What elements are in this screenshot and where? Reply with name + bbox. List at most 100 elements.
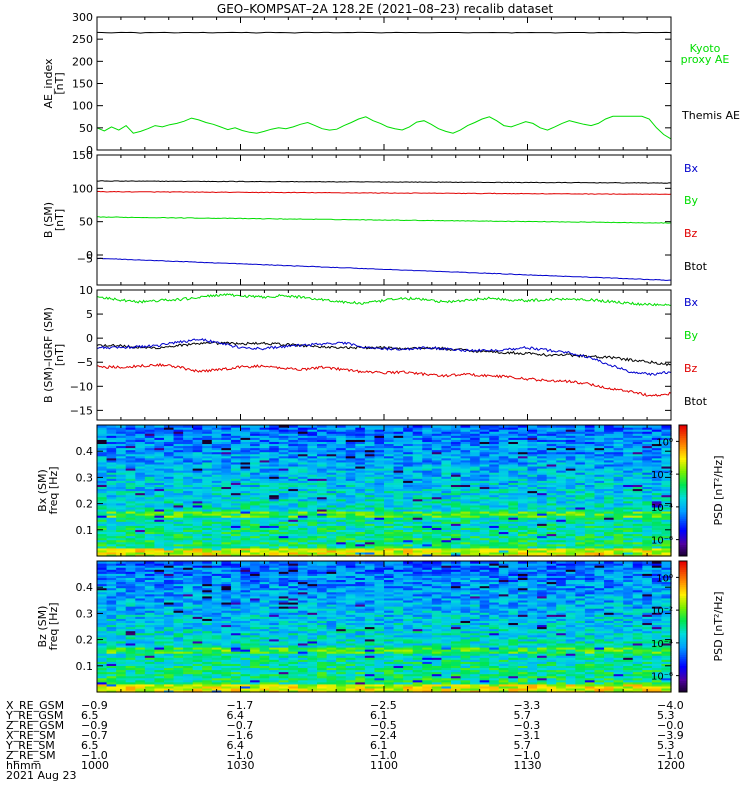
bx-spec-cell [632, 463, 643, 467]
bx-spec-cell [230, 455, 242, 459]
bx-spec-cell [336, 537, 347, 541]
bx-spec-cell [336, 443, 347, 447]
bz-spec-cell [345, 673, 356, 677]
bx-spec-cell [556, 529, 567, 533]
bz-spec-cell [556, 667, 567, 671]
bz-spec-cell [584, 671, 596, 675]
bx-spec-cell [651, 482, 663, 485]
bz-spec-cell [116, 663, 127, 666]
bx-spec-cell [355, 441, 366, 445]
bz-spec-cell [345, 683, 356, 687]
bx-spec-cell [661, 478, 672, 481]
bx-spec-cell [623, 504, 634, 508]
bx-spec-cell [307, 529, 318, 533]
bx-spec-cell [575, 510, 586, 514]
bx-spec-cell [556, 521, 567, 524]
bx-spec-cell [594, 433, 605, 436]
bx-spec-cell [403, 461, 414, 465]
bx-spec-colorbar-band [679, 514, 687, 518]
bx-spec-cell [584, 465, 596, 469]
bz-spec-cell [431, 681, 442, 685]
bx-spec-cell [642, 439, 653, 442]
bx-spec-cell [202, 431, 213, 434]
bx-spec-cell [163, 519, 175, 522]
bx-spec-cell [355, 513, 366, 516]
bx-spec-cell [135, 457, 146, 461]
bx-spec-cell [106, 553, 117, 557]
bx-spec-cell [135, 461, 146, 465]
bx-spec-cell [575, 543, 586, 547]
bz-spec-cell [183, 677, 194, 681]
bz-spec-cell [259, 675, 270, 679]
bx-spec-cell [269, 543, 280, 547]
bx-spec-colorbar-band [679, 453, 687, 457]
bx-spec-cell [403, 451, 414, 455]
bz-spec-cell [604, 667, 615, 671]
bx-spec-cell [135, 472, 146, 475]
bz-spec-cell [604, 673, 615, 677]
bx-spec-cell [259, 427, 270, 430]
bx-spec-cell [441, 474, 452, 477]
bz-spec-cell [556, 677, 567, 681]
bx-spec-cell [431, 431, 442, 434]
bx-spec-cell [374, 486, 385, 490]
bz-spec-cell [125, 675, 136, 679]
bx-spec-cell [355, 494, 366, 498]
bx-spec-cell [374, 472, 385, 475]
bx-spec-cell [470, 470, 481, 473]
bx-spec-cell [594, 482, 605, 485]
bx-spec-cell [403, 517, 414, 520]
bz-spec-cell [135, 689, 146, 693]
bz-spec-cell [527, 665, 538, 669]
bx-spec-cell [374, 492, 385, 496]
bx-spec-cell [450, 490, 462, 494]
bx-spec-cell [393, 545, 404, 549]
bx-spec-cell [202, 427, 213, 430]
bx-spec-cell [431, 527, 442, 530]
bx-spec-cell [556, 459, 567, 463]
bx-spec-cell [269, 513, 280, 516]
bx-spec-cell [125, 429, 136, 432]
bx-spec-cell [307, 463, 318, 467]
bx-spec-cell [317, 523, 328, 526]
bx-spec-cell [116, 459, 127, 463]
dbigrf-legend-btot: Btot [684, 395, 708, 408]
bz-spec-cell [125, 685, 136, 689]
bx-spec-cell [106, 470, 117, 473]
bx-spec-cell [403, 510, 414, 514]
bx-spec-cell [642, 480, 653, 483]
bx-spec-cell [269, 551, 280, 555]
bx-spec-cell [604, 441, 615, 445]
bx-spec-cell [269, 453, 280, 457]
bx-spec-cell [230, 488, 242, 492]
bz-spec-cell [355, 685, 366, 689]
bx-spec-cell [651, 541, 663, 545]
bx-spec-cell [183, 539, 194, 543]
bx-spec-cell [613, 533, 624, 537]
bz-spec-cell [202, 675, 213, 679]
bx-spec-cell [584, 502, 596, 506]
bx-spec-colorbar-band [679, 499, 687, 502]
bz-spec-cell [489, 685, 500, 689]
bx-spec-cell [211, 498, 222, 502]
b-ytick-label: 0 [86, 249, 93, 262]
bx-spec-cell [537, 490, 548, 494]
bx-spec-cell [307, 461, 318, 465]
bx-spec-cell [211, 447, 222, 451]
bx-spec-cell [278, 506, 289, 510]
bz-spec-cell [221, 675, 232, 679]
bz-spec-cell [250, 689, 261, 693]
bx-spec-ytick-label: 0.4 [76, 445, 94, 458]
bx-spec-cell [288, 447, 299, 451]
bx-spec-cell [326, 553, 337, 557]
bx-spec-cell [661, 494, 672, 498]
bx-spec-cell [431, 553, 442, 557]
bx-spec-cell [211, 506, 222, 510]
bx-spec-cell [125, 488, 136, 492]
bx-spec-cell [345, 488, 356, 492]
bx-spec-cell [230, 492, 242, 496]
bx-spec-cell [565, 437, 576, 440]
bx-spec-cell [623, 431, 634, 434]
bz-spec-cell [202, 669, 213, 673]
bx-spec-colorbar-band [679, 540, 687, 544]
